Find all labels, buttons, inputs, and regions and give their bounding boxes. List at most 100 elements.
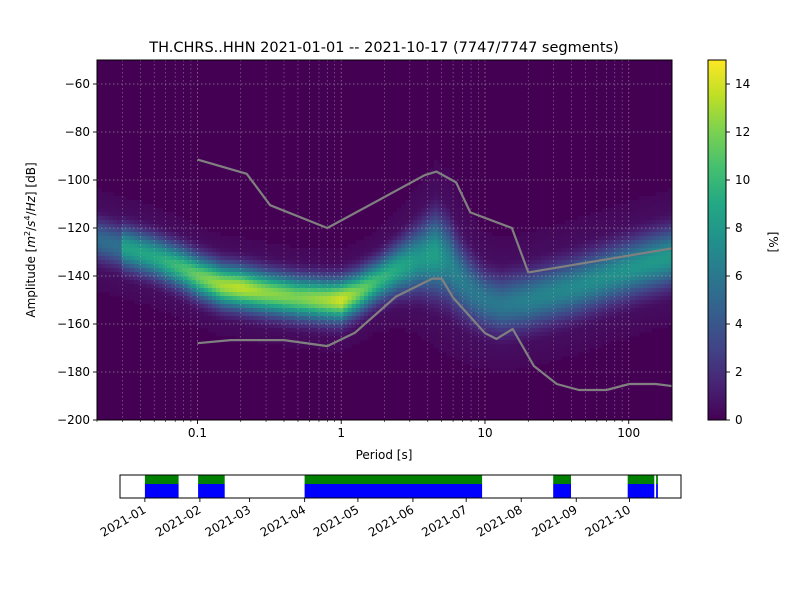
heatmap-cell [442, 240, 447, 245]
heatmap-cell [285, 316, 291, 321]
heatmap-cell [589, 280, 595, 285]
heatmap-cell [462, 296, 468, 301]
heatmap-cell [413, 308, 418, 313]
heatmap-cell [253, 240, 258, 245]
heatmap-cell [528, 352, 533, 357]
heatmap-cell [142, 260, 147, 265]
heatmap-cell [166, 264, 172, 269]
heatmap-cell [183, 224, 188, 229]
heatmap-cell [495, 292, 500, 297]
heatmap-cell [589, 216, 595, 221]
heatmap-cell [269, 268, 275, 273]
heatmap-cell [421, 224, 426, 229]
heatmap-cell [491, 248, 496, 253]
heatmap-cell [162, 260, 168, 265]
heatmap-cell [524, 236, 529, 241]
heatmap-cell [400, 252, 406, 257]
heatmap-cell [265, 248, 270, 253]
heatmap-cell [614, 312, 620, 317]
heatmap-cell [372, 300, 377, 305]
heatmap-cell [585, 328, 591, 333]
heatmap-cell [520, 300, 525, 305]
heatmap-cell [146, 220, 151, 225]
heatmap-cell [240, 260, 246, 265]
heatmap-cell [651, 244, 656, 249]
heatmap-cell [220, 244, 225, 249]
heatmap-cell [635, 268, 640, 273]
heatmap-cell [552, 320, 558, 325]
heatmap-cell [158, 212, 164, 217]
coverage-bar-top [553, 475, 571, 484]
heatmap-cell [663, 212, 669, 217]
heatmap-cell [573, 328, 578, 333]
colorbar-gradient [707, 59, 727, 421]
heatmap-cell [109, 220, 114, 225]
heatmap-cell [442, 344, 447, 349]
heatmap-cell [351, 264, 357, 269]
heatmap-cell [495, 236, 500, 241]
heatmap-cell [425, 244, 431, 249]
heatmap-cell [499, 344, 505, 349]
heatmap-cell [236, 308, 242, 313]
heatmap-cell [429, 248, 435, 253]
heatmap-cell [557, 232, 562, 237]
heatmap-cell [569, 344, 574, 349]
heatmap-cell [138, 240, 143, 245]
heatmap-cell [524, 304, 529, 309]
heatmap-cell [269, 284, 275, 289]
heatmap-cell [179, 272, 184, 277]
heatmap-cell [290, 300, 295, 305]
heatmap-cell [577, 228, 583, 233]
heatmap-cell [495, 360, 500, 365]
heatmap-cell [425, 280, 431, 285]
heatmap-cell [520, 280, 525, 285]
heatmap-cell [355, 332, 361, 337]
heatmap-cell [224, 260, 229, 265]
heatmap-cell [524, 272, 529, 277]
heatmap-cell [643, 204, 648, 209]
heatmap-cell [248, 284, 254, 289]
heatmap-cell [170, 228, 176, 233]
heatmap-cell [216, 300, 221, 305]
heatmap-cell [175, 276, 180, 281]
heatmap-cell [413, 260, 418, 265]
heatmap-cell [285, 292, 291, 297]
heatmap-cell [372, 296, 377, 301]
heatmap-cell [544, 324, 550, 329]
heatmap-cell [400, 308, 406, 313]
heatmap-cell [442, 216, 447, 221]
heatmap-cell [384, 228, 390, 233]
heatmap-cell [442, 196, 447, 201]
heatmap-cell [454, 276, 459, 281]
heatmap-cell [380, 300, 385, 305]
heatmap-cell [429, 292, 435, 297]
coverage-bar-top [656, 475, 658, 484]
heatmap-cell [290, 248, 295, 253]
heatmap-cell [491, 260, 496, 265]
heatmap-cell [536, 300, 541, 305]
heatmap-cell [450, 340, 455, 345]
heatmap-cell [318, 272, 324, 277]
heatmap-cell [478, 252, 484, 257]
heatmap-cell [298, 328, 303, 333]
heatmap-cell [187, 288, 192, 293]
heatmap-cell [265, 312, 270, 317]
heatmap-cell [593, 212, 599, 217]
heatmap-cell [183, 232, 188, 237]
heatmap-cell [150, 276, 155, 281]
heatmap-cell [322, 268, 328, 273]
heatmap-cell [520, 340, 525, 345]
heatmap-cell [437, 220, 443, 225]
heatmap-cell [195, 312, 201, 317]
heatmap-cell [138, 220, 143, 225]
heatmap-cell [602, 308, 607, 313]
heatmap-cell [298, 336, 303, 341]
heatmap-cell [339, 260, 344, 265]
heatmap-cell [581, 296, 587, 301]
heatmap-cell [257, 264, 262, 269]
heatmap-cell [503, 304, 509, 309]
heatmap-cell [146, 292, 151, 297]
heatmap-cell [437, 200, 443, 205]
heatmap-cell [663, 240, 669, 245]
heatmap-cell [548, 300, 554, 305]
